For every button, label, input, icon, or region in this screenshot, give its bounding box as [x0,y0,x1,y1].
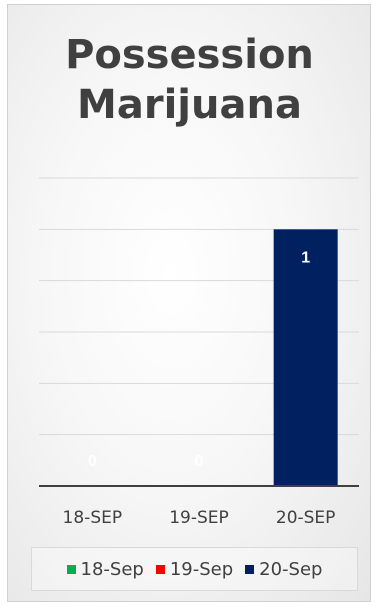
legend-item-18-sep: 18-Sep [66,558,144,580]
chart-title-line-2: Marijuana [77,82,302,128]
legend-label-18-sep: 18-Sep [80,558,144,580]
legend-label-20-sep: 20-Sep [259,558,323,580]
bar-20-sep [273,229,338,487]
legend-swatch-19-sep [155,564,165,574]
data-label-19-sep: 0 [195,453,204,470]
legend-item-20-sep: 20-Sep [245,559,322,580]
data-label-18-sep: 0 [88,453,97,470]
x-tick-label-18-sep: 18-SEP [63,508,123,528]
legend-swatch-18-sep [66,564,76,574]
legend-swatch-20-sep [245,564,255,574]
chart-legend: 18-Sep 19-Sep 20-Sep [31,547,358,591]
chart-title: Possession Marijuana [0,30,379,130]
data-label-20-sep: 1 [301,249,310,266]
x-tick-label-19-sep: 19-SEP [169,508,229,528]
legend-label-19-sep: 19-Sep [169,558,234,580]
chart-title-line-1: Possession [65,32,314,78]
x-tick-label-20-sep: 20-SEP [276,508,336,528]
legend-item-19-sep: 19-Sep [155,558,234,580]
